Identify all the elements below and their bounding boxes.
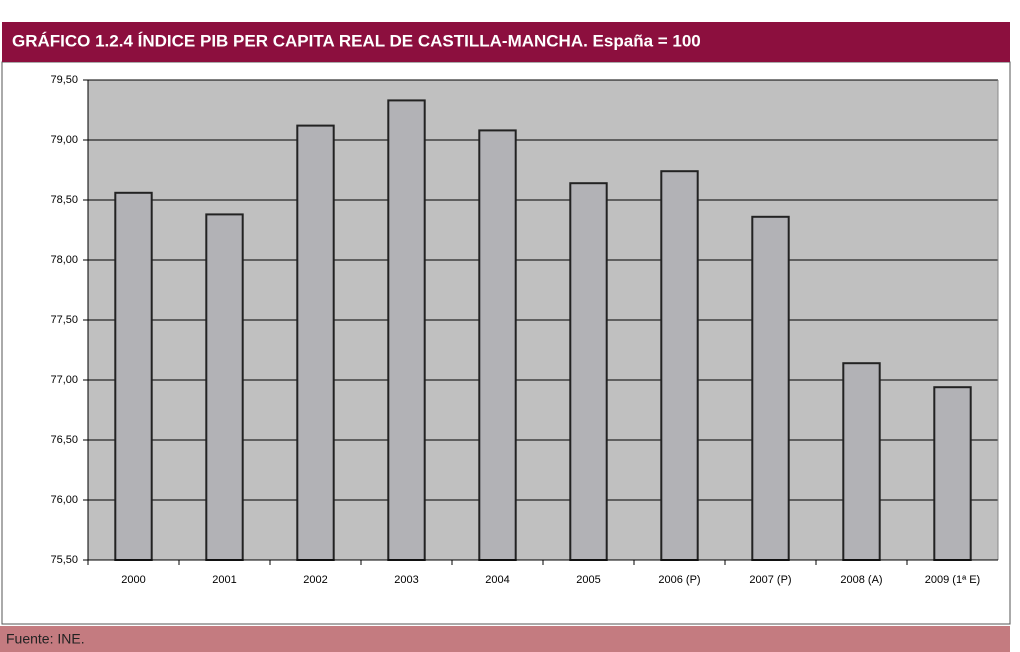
x-tick-label: 2008 (A)	[840, 574, 882, 586]
x-tick-label: 2007 (P)	[749, 574, 791, 586]
bar	[751, 215, 790, 562]
bar	[387, 99, 426, 562]
x-tick-label: 2009 (1ª E)	[925, 574, 980, 586]
bar	[933, 386, 972, 562]
x-tick-label: 2002	[303, 574, 327, 586]
y-tick-label: 76,00	[50, 494, 78, 506]
footer-bar	[0, 626, 1010, 652]
x-tick-label: 2004	[485, 574, 509, 586]
bar	[478, 129, 517, 561]
y-tick-label: 77,50	[50, 314, 78, 326]
bar	[842, 362, 881, 562]
bar	[296, 124, 335, 561]
y-tick-label: 78,50	[50, 194, 78, 206]
bar	[205, 213, 244, 561]
bar	[660, 170, 699, 561]
y-tick-label: 78,00	[50, 254, 78, 266]
y-tick-label: 77,00	[50, 374, 78, 386]
y-tick-label: 76,50	[50, 434, 78, 446]
x-tick-label: 2003	[394, 574, 418, 586]
y-tick-label: 79,50	[50, 74, 78, 86]
x-tick-label: 2001	[212, 574, 236, 586]
header-bar	[2, 22, 1010, 62]
chart-title: GRÁFICO 1.2.4 ÍNDICE PIB PER CAPITA REAL…	[12, 31, 701, 50]
bar	[569, 182, 608, 561]
x-tick-label: 2006 (P)	[658, 574, 700, 586]
x-tick-label: 2000	[121, 574, 145, 586]
y-tick-label: 79,00	[50, 134, 78, 146]
source: Fuente: INE.	[6, 631, 85, 647]
bar	[114, 191, 153, 562]
y-tick-label: 75,50	[50, 554, 78, 566]
x-tick-label: 2005	[576, 574, 600, 586]
